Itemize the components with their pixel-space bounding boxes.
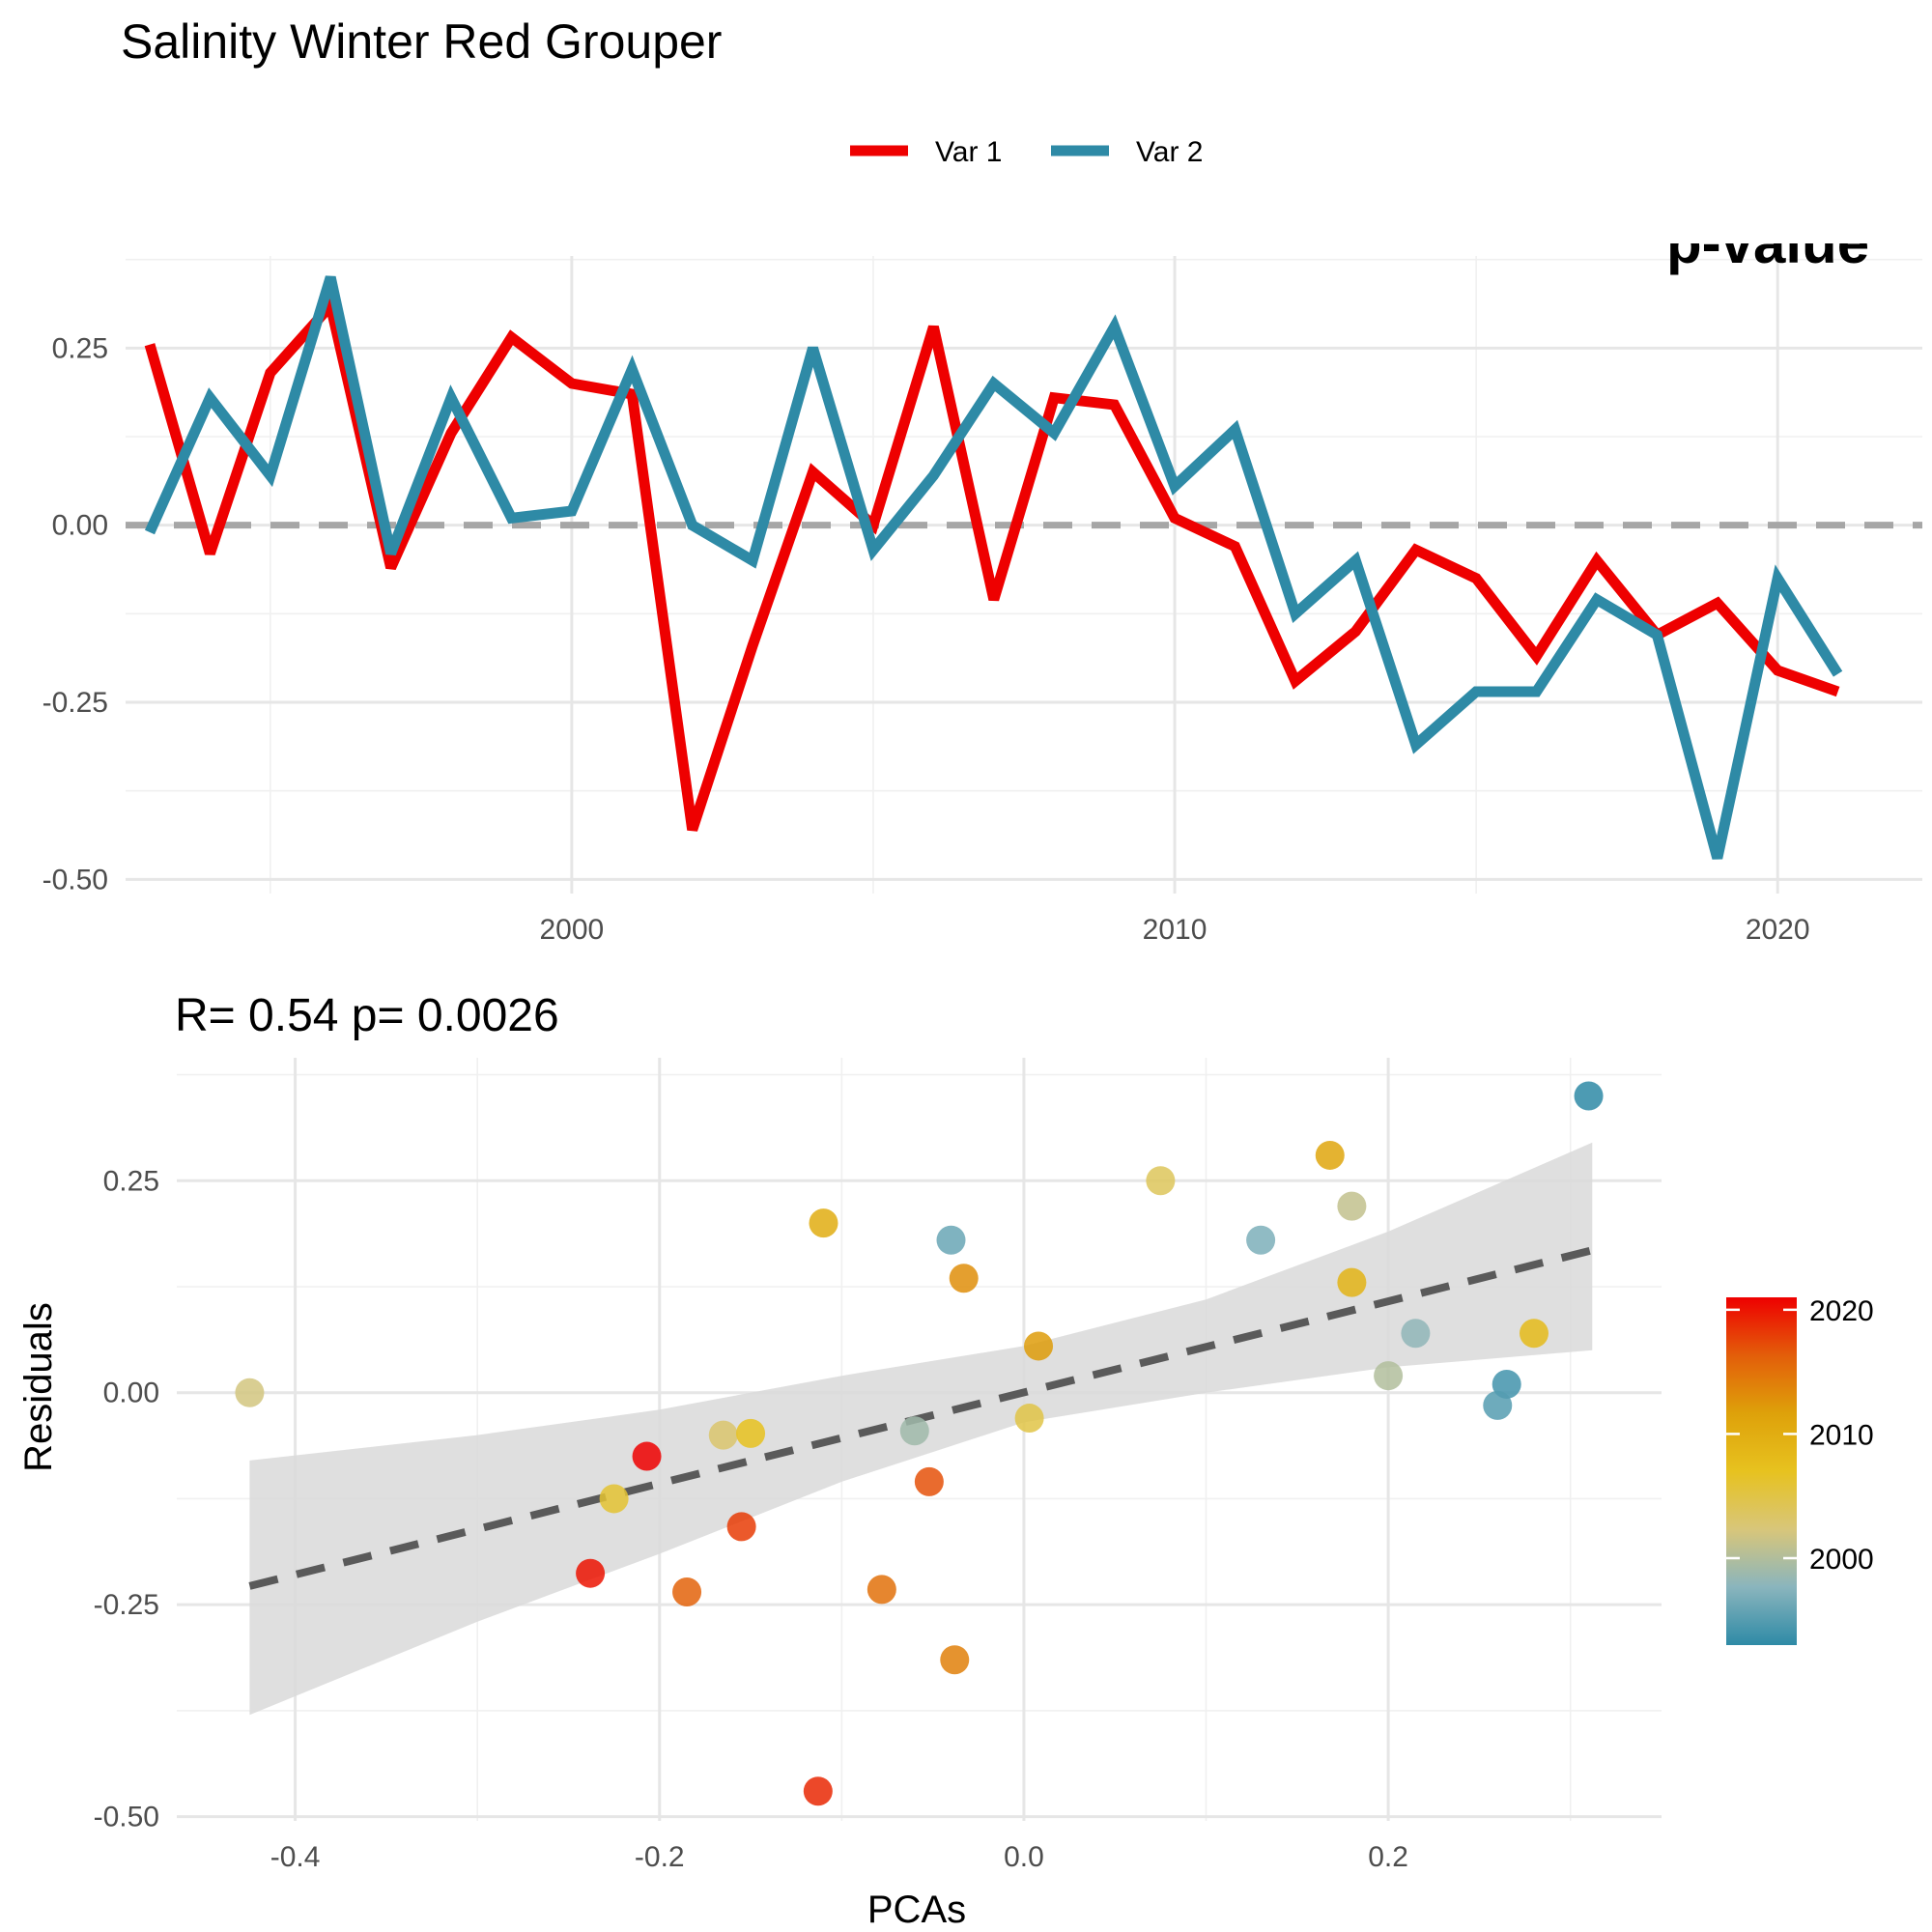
- scatter-point: [1146, 1166, 1176, 1196]
- scatter-point: [726, 1512, 756, 1542]
- scatter-point: [1014, 1404, 1044, 1434]
- x-tick-label: -0.4: [270, 1841, 321, 1873]
- scatter-point: [940, 1645, 970, 1675]
- scatter-point: [1246, 1225, 1276, 1255]
- y-tick-label: -0.25: [43, 687, 108, 719]
- chart-subtitle: R= 0.54 p= 0.0026: [175, 990, 559, 1041]
- y-tick-label: -0.50: [43, 864, 108, 895]
- y-tick-label: 0.00: [103, 1378, 159, 1409]
- scatter-points: [235, 1081, 1604, 1806]
- x-tick-label: 0.0: [1004, 1841, 1044, 1873]
- scatter-point: [1519, 1319, 1548, 1349]
- top-grid: [126, 256, 1922, 894]
- scatter-point: [809, 1208, 838, 1238]
- x-tick-label: 0.2: [1368, 1841, 1408, 1873]
- top-axis-labels: 0.25 0.00 -0.25 -0.50 2000 2010 2020: [43, 332, 1810, 946]
- series-line-var-1: [144, 294, 1840, 832]
- colorbar-label: 2000: [1809, 1544, 1874, 1576]
- scatter-panel: R= 0.54 p= 0.0026 0.25 0.00 -0.25 -0.50 -0.4…: [17, 990, 1874, 1931]
- scatter-point: [599, 1484, 629, 1514]
- scatter-point: [867, 1575, 896, 1605]
- colorbar-label: 2010: [1809, 1419, 1874, 1451]
- scatter-point: [1374, 1361, 1404, 1391]
- y-tick-label: 0.25: [103, 1165, 159, 1197]
- y-tick-label: 0.25: [52, 332, 108, 364]
- legend: Var 1 Var 2: [850, 136, 1203, 168]
- scatter-point: [1337, 1267, 1367, 1297]
- scatter-point: [1483, 1390, 1513, 1420]
- scatter-point: [235, 1378, 265, 1407]
- scatter-point: [736, 1418, 766, 1448]
- scatter-point: [803, 1776, 833, 1806]
- x-tick-label: 2010: [1143, 914, 1208, 946]
- scatter-axis-labels: 0.25 0.00 -0.25 -0.50 -0.4 -0.2 0.0 0.2: [94, 1165, 1408, 1873]
- scatter-point: [632, 1441, 662, 1471]
- colorbar-gradient: [1726, 1297, 1797, 1645]
- time-series-panel: Salinity Winter Red Grouper Var 1 Var 2 0…: [43, 14, 1922, 946]
- scatter-point: [949, 1264, 979, 1293]
- series-lines: [144, 275, 1843, 860]
- y-axis-title: Residuals: [17, 1302, 60, 1472]
- scatter-point: [1024, 1331, 1054, 1361]
- series-line-var-2: [144, 275, 1843, 860]
- clipped-p-value-label: p-value: [1666, 211, 1869, 275]
- scatter-point: [1337, 1191, 1367, 1221]
- y-tick-label: 0.00: [52, 510, 108, 542]
- scatter-point: [936, 1225, 966, 1255]
- legend-label: Var 1: [935, 136, 1002, 168]
- y-tick-label: -0.50: [94, 1802, 159, 1833]
- scatter-point: [576, 1558, 606, 1588]
- x-axis-title: PCAs: [867, 1889, 966, 1931]
- scatter-point: [1401, 1319, 1431, 1349]
- scatter-point: [1574, 1081, 1604, 1111]
- scatter-point: [708, 1420, 738, 1450]
- x-tick-label: 2020: [1746, 914, 1810, 946]
- chart-title: Salinity Winter Red Grouper: [121, 14, 722, 69]
- scatter-point: [914, 1466, 944, 1496]
- x-tick-label: 2000: [540, 914, 605, 946]
- legend-label: Var 2: [1136, 136, 1203, 168]
- x-tick-label: -0.2: [635, 1841, 685, 1873]
- colorbar: 2000 2010 2020: [1726, 1295, 1874, 1645]
- y-tick-label: -0.25: [94, 1589, 159, 1621]
- scatter-point: [899, 1416, 929, 1446]
- colorbar-label: 2020: [1809, 1295, 1874, 1327]
- scatter-point: [1315, 1140, 1345, 1170]
- scatter-point: [672, 1577, 702, 1606]
